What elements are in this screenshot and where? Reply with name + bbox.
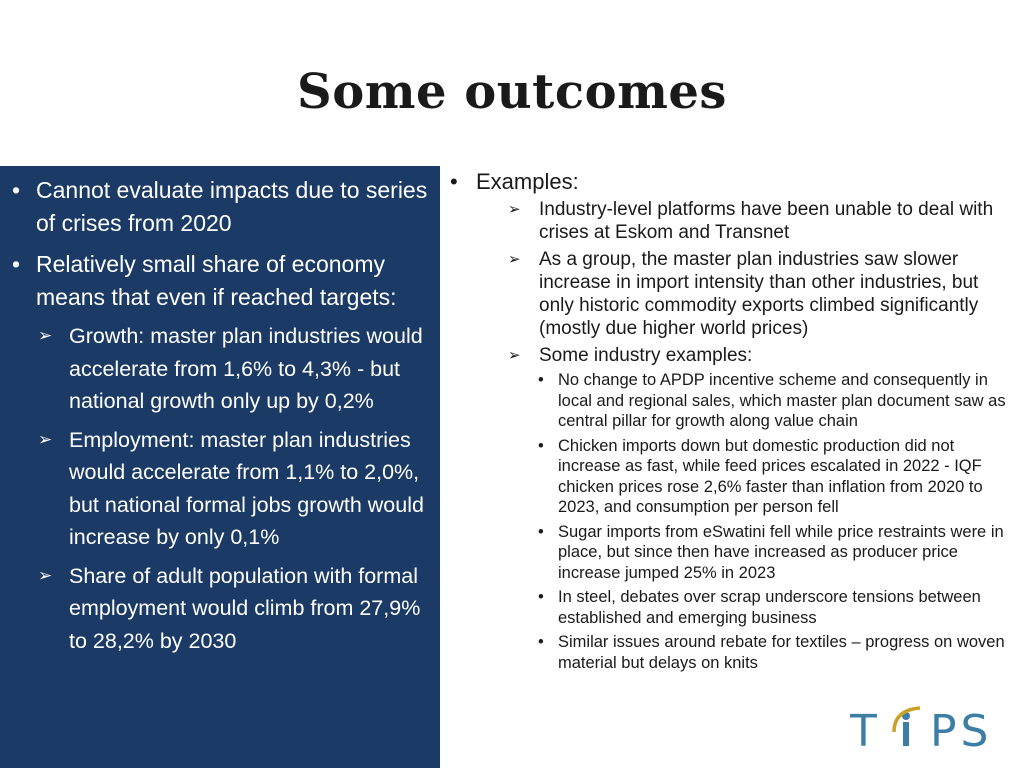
list-item: • Examples: ➢ Industry-level platforms h…: [446, 168, 1018, 673]
list-item: • Cannot evaluate impacts due to series …: [10, 174, 430, 240]
bullet-text: Share of adult population with formal em…: [69, 563, 421, 653]
bullet-text: Employment: master plan industries would…: [69, 427, 424, 550]
tips-logo: T PS: [850, 706, 992, 752]
bullet-text: Cannot evaluate impacts due to series of…: [36, 177, 428, 236]
bullet-text: As a group, the master plan industries s…: [539, 249, 979, 339]
bullet-text: Similar issues around rebate for textile…: [558, 633, 1005, 672]
list-item: ➢ As a group, the master plan industries…: [476, 248, 1018, 340]
list-item: ➢ Employment: master plan industries wou…: [36, 424, 430, 554]
list-item: • Sugar imports from eSwatini fell while…: [476, 522, 1018, 584]
bullet-text: Some industry examples:: [539, 345, 753, 366]
bullet-icon: •: [450, 169, 458, 194]
left-panel: • Cannot evaluate impacts due to series …: [0, 166, 440, 768]
arrow-bullet-icon: ➢: [508, 347, 521, 364]
bullet-icon: •: [538, 633, 544, 651]
right-sub-list: ➢ Industry-level platforms have been una…: [476, 198, 1018, 673]
arrow-bullet-icon: ➢: [508, 251, 521, 268]
left-bullet-list: • Cannot evaluate impacts due to series …: [10, 174, 430, 657]
industry-examples-list: • No change to APDP incentive scheme and…: [538, 370, 1018, 673]
list-item: • Chicken imports down but domestic prod…: [476, 436, 1018, 518]
list-item: • In steel, debates over scrap underscor…: [476, 587, 1018, 628]
bullet-icon: •: [12, 177, 21, 203]
bullet-icon: •: [538, 436, 544, 455]
bullet-text: Relatively small share of economy means …: [36, 251, 397, 310]
list-item: ➢ Share of adult population with formal …: [36, 560, 430, 658]
bullet-text: Chicken imports down but domestic produc…: [558, 436, 983, 517]
logo-text-ps: PS: [930, 706, 992, 752]
bullet-text: Sugar imports from eSwatini fell while p…: [558, 522, 1004, 582]
list-item: • Similar issues around rebate for texti…: [476, 632, 1018, 673]
list-item: • No change to APDP incentive scheme and…: [476, 370, 1018, 432]
bullet-text: In steel, debates over scrap underscore …: [558, 588, 981, 627]
examples-heading: Examples:: [476, 169, 579, 194]
slide-title: Some outcomes: [297, 64, 727, 120]
bullet-icon: •: [538, 371, 544, 389]
bullet-text: No change to APDP incentive scheme and c…: [558, 371, 1006, 430]
bullet-icon: •: [538, 588, 544, 606]
right-panel: • Examples: ➢ Industry-level platforms h…: [446, 168, 1018, 677]
right-bullet-list: • Examples: ➢ Industry-level platforms h…: [446, 168, 1018, 673]
logo-figure-icon: [892, 706, 921, 746]
list-item: • Relatively small share of economy mean…: [10, 248, 430, 657]
list-item: ➢ Growth: master plan industries would a…: [36, 320, 430, 418]
left-sub-list: ➢ Growth: master plan industries would a…: [36, 320, 430, 657]
logo-text-t: T: [850, 706, 881, 752]
arrow-bullet-icon: ➢: [508, 201, 521, 218]
list-item: ➢ Industry-level platforms have been una…: [476, 198, 1018, 244]
bullet-text: Growth: master plan industries would acc…: [69, 324, 423, 413]
bullet-icon: •: [12, 251, 21, 277]
list-item: ➢ Some industry examples: • No change to…: [476, 344, 1018, 673]
arrow-bullet-icon: ➢: [38, 326, 53, 345]
bullet-icon: •: [538, 522, 544, 541]
arrow-bullet-icon: ➢: [38, 565, 53, 585]
arrow-bullet-icon: ➢: [38, 429, 53, 449]
bullet-text: Industry-level platforms have been unabl…: [539, 199, 994, 243]
